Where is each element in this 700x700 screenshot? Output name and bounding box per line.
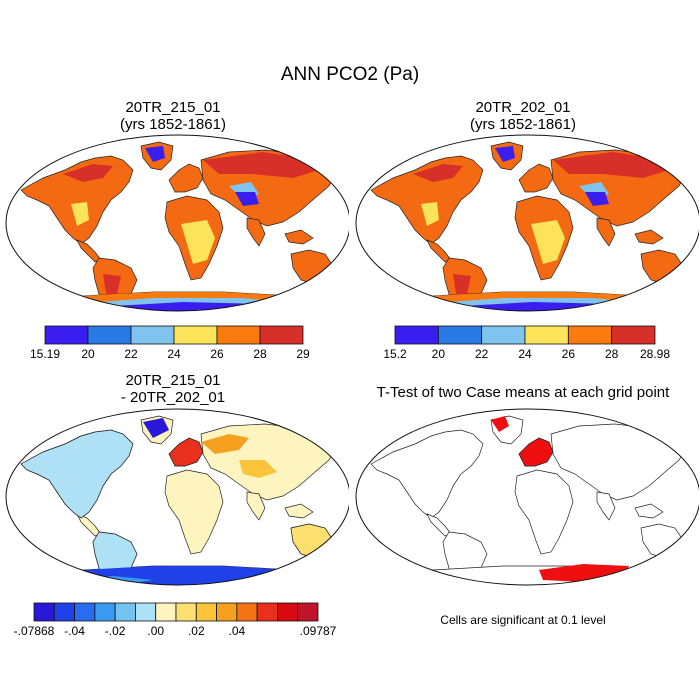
cb1-box-2 bbox=[130, 325, 175, 345]
cb2-tick-label: 28.98 bbox=[640, 347, 670, 361]
cb2-tick-label: 24 bbox=[518, 347, 532, 361]
colorbar-2-labels: 15.2 20 22 24 26 28 28.98 bbox=[383, 347, 670, 361]
cb3-box-2 bbox=[74, 602, 96, 622]
colorbar-1-boxes bbox=[44, 325, 304, 345]
red-region-north-asia bbox=[203, 152, 319, 178]
panel-4-title-line1: T-Test of two Case means at each grid po… bbox=[376, 384, 670, 401]
cb2-box-4 bbox=[567, 325, 613, 345]
cb3-box-12 bbox=[277, 602, 299, 622]
cb1-tick-label: 20 bbox=[81, 347, 95, 361]
cb3-box-7 bbox=[175, 602, 197, 622]
cb3-tick-label: .09787 bbox=[300, 624, 337, 638]
yellow-region-na bbox=[421, 202, 439, 226]
cb3-box-1 bbox=[53, 602, 75, 622]
cb2-box-3 bbox=[524, 325, 569, 345]
panel-3-title-line2: - 20TR_202_01 bbox=[120, 389, 226, 406]
panel-2-title-line2: (yrs 1852-1861) bbox=[470, 116, 576, 133]
cb3-box-8 bbox=[195, 602, 217, 622]
globe-outline-1 bbox=[5, 134, 349, 312]
yellow-region-na bbox=[71, 202, 89, 226]
cb3-box-0 bbox=[33, 602, 55, 622]
cb3-box-9 bbox=[216, 602, 238, 622]
panel-4-title: T-Test of two Case means at each grid po… bbox=[353, 384, 693, 401]
land-outline-4 bbox=[370, 415, 688, 585]
cb1-tick-label: 15.19 bbox=[30, 347, 60, 361]
red-region-canada bbox=[413, 164, 463, 182]
cb1-tick-label: 24 bbox=[167, 347, 181, 361]
colorbar-2: 15.2 20 22 24 26 28 28.98 bbox=[383, 325, 670, 361]
cb2-box-1 bbox=[437, 325, 483, 345]
red-region-north-asia bbox=[553, 152, 669, 178]
cb3-tick-label: .02 bbox=[188, 624, 205, 638]
cb1-box-0 bbox=[44, 325, 89, 345]
cb2-box-0 bbox=[394, 325, 439, 345]
cb3-tick-label: .00 bbox=[147, 624, 164, 638]
cb3-tick-label: -.04 bbox=[64, 624, 85, 638]
colorbar-3-labels: -.07868 -.04 -.02 .00 .02 .04 .09787 bbox=[14, 624, 337, 638]
cb3-tick-label: -.02 bbox=[105, 624, 126, 638]
cb2-box-5 bbox=[611, 325, 656, 345]
yellow-region-africa bbox=[181, 220, 215, 264]
deep-blue-greenland bbox=[145, 146, 165, 162]
cb2-tick-label: 28 bbox=[605, 347, 619, 361]
cb3-box-4 bbox=[114, 602, 136, 622]
cb1-tick-label: 22 bbox=[124, 347, 138, 361]
na-light-blue bbox=[20, 429, 134, 519]
figure-title: ANN PCO2 (Pa) bbox=[280, 64, 420, 85]
cb2-tick-label: 20 bbox=[432, 347, 446, 361]
cb2-tick-label: 22 bbox=[475, 347, 489, 361]
deep-blue-greenland bbox=[495, 146, 515, 162]
globe-outline-3 bbox=[5, 408, 349, 586]
red-region-amazon bbox=[453, 274, 471, 300]
cb3-box-13 bbox=[297, 602, 319, 622]
panel-3-title: 20TR_215_01 - 20TR_202_01 bbox=[3, 372, 343, 406]
colorbar-3: -.07868 -.04 -.02 .00 .02 .04 .09787 bbox=[14, 602, 337, 638]
yellow-region-africa bbox=[531, 220, 565, 264]
cb1-box-1 bbox=[87, 325, 132, 345]
cb3-box-5 bbox=[135, 602, 157, 622]
cb1-tick-label: 26 bbox=[210, 347, 224, 361]
cb3-box-10 bbox=[236, 602, 258, 622]
cb3-box-6 bbox=[155, 602, 177, 622]
sig-europe bbox=[518, 437, 554, 467]
cb1-tick-label: 28 bbox=[253, 347, 267, 361]
greenland-blue bbox=[143, 418, 169, 438]
asia-yellow bbox=[239, 460, 277, 478]
panel-1-title: 20TR_215_01 (yrs 1852-1861) bbox=[3, 99, 343, 133]
cb1-box-5 bbox=[259, 325, 304, 345]
panel-1-title-line2: (yrs 1852-1861) bbox=[120, 116, 226, 133]
globe-outline-4 bbox=[355, 408, 699, 586]
cb3-box-11 bbox=[256, 602, 278, 622]
map-panel-2 bbox=[355, 134, 699, 312]
europe-red bbox=[168, 437, 204, 467]
significance-note: Cells are significant at 0.1 level bbox=[440, 613, 606, 627]
deep-blue-region-asia bbox=[585, 192, 609, 206]
cb3-tick-label: .04 bbox=[229, 624, 246, 638]
cb2-tick-label: 15.2 bbox=[383, 347, 407, 361]
cb1-tick-label: 29 bbox=[296, 347, 310, 361]
cb1-box-4 bbox=[216, 325, 261, 345]
red-region-canada bbox=[63, 164, 113, 182]
panel-1-title-line1: 20TR_215_01 bbox=[125, 99, 221, 116]
panel-3-title-line1: 20TR_215_01 bbox=[125, 372, 221, 389]
sig-greenland bbox=[491, 416, 509, 432]
map-panel-3 bbox=[5, 408, 349, 586]
cb3-tick-label: -.07868 bbox=[14, 624, 55, 638]
map-panel-1 bbox=[5, 134, 349, 312]
colorbar-1: 15.19 20 22 24 26 28 29 bbox=[30, 325, 310, 361]
cb2-tick-label: 26 bbox=[562, 347, 576, 361]
red-region-amazon bbox=[103, 274, 121, 300]
deep-blue-region-asia bbox=[235, 192, 259, 206]
cb1-box-3 bbox=[173, 325, 218, 345]
cb3-box-3 bbox=[94, 602, 116, 622]
asia-orange bbox=[201, 434, 249, 454]
panel-2-title-line1: 20TR_202_01 bbox=[475, 99, 571, 116]
panel-2-title: 20TR_202_01 (yrs 1852-1861) bbox=[353, 99, 693, 133]
cb2-box-2 bbox=[481, 325, 526, 345]
globe-outline-2 bbox=[355, 134, 699, 312]
colorbar-2-boxes bbox=[394, 325, 656, 345]
colorbar-1-labels: 15.19 20 22 24 26 28 29 bbox=[30, 347, 310, 361]
map-panel-4 bbox=[355, 408, 699, 586]
colorbar-3-boxes bbox=[33, 602, 319, 622]
